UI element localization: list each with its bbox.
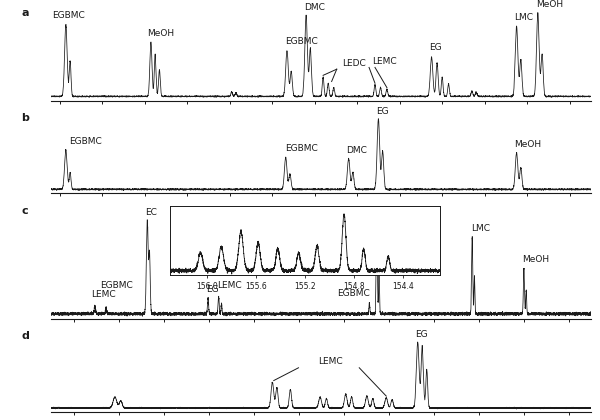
Text: MeOH: MeOH xyxy=(536,0,563,10)
Text: MeOH: MeOH xyxy=(523,255,550,264)
Text: c: c xyxy=(22,206,28,216)
Text: EGBMC: EGBMC xyxy=(337,289,370,298)
Text: EGBMC: EGBMC xyxy=(52,11,85,20)
Text: LEDC: LEDC xyxy=(342,59,366,68)
Text: EG: EG xyxy=(430,44,442,52)
Text: d: d xyxy=(22,331,29,341)
Text: EGBMC: EGBMC xyxy=(101,281,133,290)
Text: LMC: LMC xyxy=(514,13,533,22)
Text: LEMC: LEMC xyxy=(372,57,397,66)
Text: EGBMC: EGBMC xyxy=(285,144,317,153)
Text: EG: EG xyxy=(416,330,428,339)
Text: EG: EG xyxy=(376,107,389,116)
Text: EGBMC: EGBMC xyxy=(285,37,317,46)
Text: LEMC: LEMC xyxy=(218,281,242,290)
Text: b: b xyxy=(22,113,29,123)
Text: MeOH: MeOH xyxy=(514,140,542,149)
Text: LEMC: LEMC xyxy=(317,357,343,366)
Text: DMC: DMC xyxy=(304,3,325,12)
Text: DMC: DMC xyxy=(376,207,397,217)
Text: EG: EG xyxy=(206,284,219,294)
Text: LMC: LMC xyxy=(470,223,490,233)
Text: EC: EC xyxy=(146,207,157,217)
Text: EGBMC: EGBMC xyxy=(68,137,101,146)
Text: DMC: DMC xyxy=(347,146,367,155)
Text: MeOH: MeOH xyxy=(146,29,174,37)
Text: LEMC: LEMC xyxy=(91,290,116,299)
Text: a: a xyxy=(22,8,29,18)
